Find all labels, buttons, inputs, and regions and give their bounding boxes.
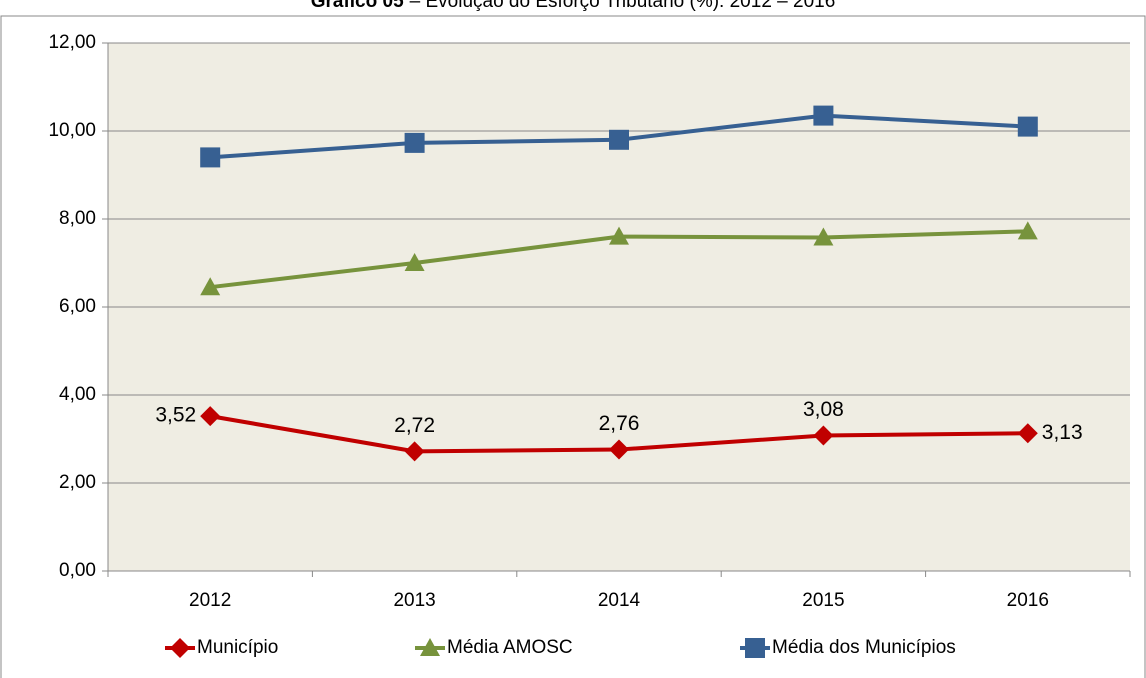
marker — [1017, 423, 1038, 444]
x-tick-label: 2013 — [393, 590, 435, 611]
marker — [404, 253, 425, 271]
marker — [404, 441, 425, 462]
y-tick-label: 2,00 — [59, 472, 96, 493]
x-tick-label: 2015 — [802, 590, 844, 611]
marker — [609, 226, 629, 245]
y-tick-label: 0,00 — [59, 560, 96, 581]
marker — [420, 638, 440, 656]
x-tick-label: 2016 — [1007, 590, 1049, 611]
title-bold: Gráfico 05 — [311, 0, 404, 12]
data-label: 3,52 — [155, 404, 196, 427]
marker — [813, 425, 834, 446]
y-tick-label: 10,00 — [48, 120, 96, 141]
y-tick-label: 4,00 — [59, 384, 96, 405]
x-tick-label: 2014 — [598, 590, 641, 611]
y-tick-label: 8,00 — [59, 208, 96, 229]
marker — [200, 277, 221, 296]
data-label: 3,08 — [803, 398, 844, 421]
marker — [170, 638, 190, 658]
legend-label: Média dos Municípios — [772, 637, 956, 658]
marker — [609, 439, 629, 460]
x-tick-label: 2012 — [189, 590, 231, 611]
chart-title: Gráfico 05 – Evolução do Esforço Tributár… — [311, 0, 836, 12]
marker — [1017, 221, 1038, 240]
marker — [745, 638, 765, 658]
legend-label: Média AMOSC — [447, 637, 573, 658]
marker — [813, 227, 834, 246]
marker — [1017, 116, 1038, 137]
y-tick-label: 12,00 — [48, 32, 96, 53]
marker — [813, 105, 834, 126]
title-rest: – Evolução do Esforço Tributário (%): 20… — [410, 0, 836, 12]
marker — [200, 406, 221, 427]
y-tick-label: 6,00 — [59, 296, 96, 317]
marker — [609, 129, 629, 150]
data-label: 2,72 — [394, 414, 435, 437]
marker — [404, 132, 425, 153]
legend-label: Município — [197, 637, 278, 658]
data-label: 3,13 — [1042, 421, 1083, 444]
marker — [200, 147, 221, 168]
data-label: 2,76 — [599, 412, 640, 435]
